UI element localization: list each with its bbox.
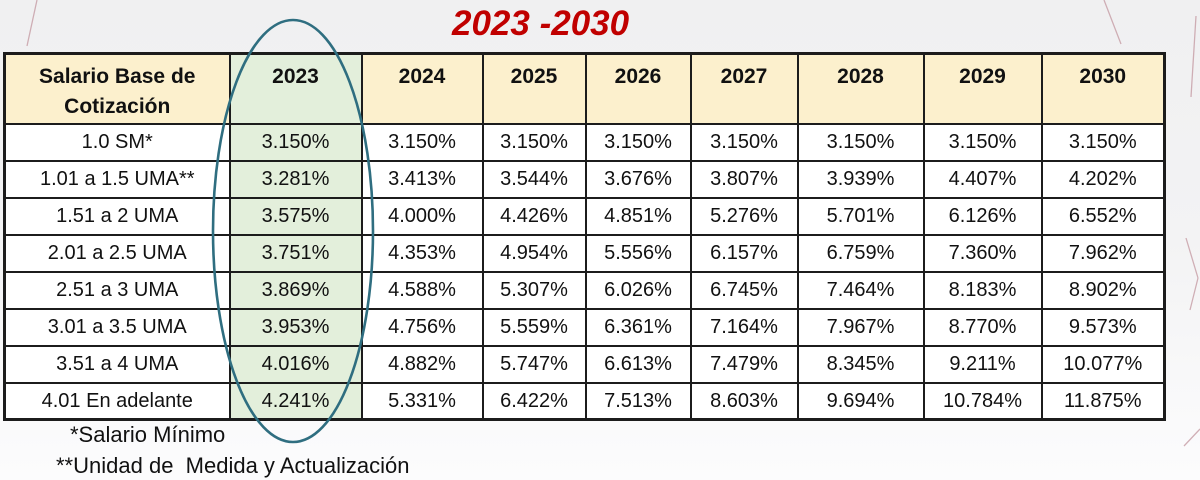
cell-value-2027: 8.603% <box>689 381 799 421</box>
cell-value-2024: 4.882% <box>360 344 484 384</box>
cell-value-2029: 7.360% <box>922 233 1043 273</box>
header-year-2023: 2023 <box>228 52 363 125</box>
row-label: 2.51 a 3 UMA <box>3 270 231 310</box>
table-row: 4.01 En adelante 4.241% 5.331% 6.422% 7.513%… <box>3 381 1166 421</box>
row-label: 3.51 a 4 UMA <box>3 344 231 384</box>
table-row: 3.51 a 4 UMA 4.016% 4.882% 5.747% 6.613% 7.47… <box>3 344 1166 384</box>
cell-value-2024: 5.331% <box>360 381 484 421</box>
cell-value-2030: 7.962% <box>1040 233 1166 273</box>
row-label: 1.0 SM* <box>3 122 231 162</box>
table-container: Salario Base de Cotización 2023 2024 2025 20… <box>3 52 1166 422</box>
cell-value-2030: 10.077% <box>1040 344 1166 384</box>
cell-value-2026: 5.556% <box>584 233 692 273</box>
cell-value-2028: 3.150% <box>796 122 925 162</box>
cell-value-2025: 4.426% <box>481 196 587 236</box>
header-year-2027: 2027 <box>689 52 799 125</box>
cell-value-2024: 3.150% <box>360 122 484 162</box>
cell-value-2023: 4.241% <box>228 381 363 421</box>
table-row: 2.51 a 3 UMA 3.869% 4.588% 5.307% 6.026% 6.74… <box>3 270 1166 310</box>
table-row: 2.01 a 2.5 UMA 3.751% 4.353% 4.954% 5.556% 6.… <box>3 233 1166 273</box>
cell-value-2026: 6.613% <box>584 344 692 384</box>
table-row: 3.01 a 3.5 UMA 3.953% 4.756% 5.559% 6.361% 7.… <box>3 307 1166 347</box>
row-label: 3.01 a 3.5 UMA <box>3 307 231 347</box>
header-year-2024: 2024 <box>360 52 484 125</box>
table-row: 1.51 a 2 UMA 3.575% 4.000% 4.426% 4.851% 5.27… <box>3 196 1166 236</box>
header-salario-base: Salario Base de Cotización <box>3 52 231 125</box>
cell-value-2029: 4.407% <box>922 159 1043 199</box>
table-header-row: Salario Base de Cotización 2023 2024 2025 20… <box>3 52 1166 125</box>
cell-value-2024: 4.000% <box>360 196 484 236</box>
cell-value-2025: 5.559% <box>481 307 587 347</box>
cell-value-2030: 11.875% <box>1040 381 1166 421</box>
header-year-2025: 2025 <box>481 52 587 125</box>
cell-value-2025: 5.747% <box>481 344 587 384</box>
page-title: 2023 -2030 <box>452 4 630 43</box>
cell-value-2026: 6.026% <box>584 270 692 310</box>
row-label: 1.51 a 2 UMA <box>3 196 231 236</box>
cell-value-2028: 5.701% <box>796 196 925 236</box>
cell-value-2029: 8.770% <box>922 307 1043 347</box>
cell-value-2030: 4.202% <box>1040 159 1166 199</box>
cell-value-2027: 6.745% <box>689 270 799 310</box>
cell-value-2030: 8.902% <box>1040 270 1166 310</box>
cell-value-2026: 6.361% <box>584 307 692 347</box>
row-label: 4.01 En adelante <box>3 381 231 421</box>
cell-value-2023: 4.016% <box>228 344 363 384</box>
cell-value-2028: 6.759% <box>796 233 925 273</box>
cell-value-2025: 6.422% <box>481 381 587 421</box>
cell-value-2028: 9.694% <box>796 381 925 421</box>
header-year-2026: 2026 <box>584 52 692 125</box>
cell-value-2025: 5.307% <box>481 270 587 310</box>
footnote-salario-minimo: *Salario Mínimo <box>70 422 226 447</box>
cell-value-2027: 5.276% <box>689 196 799 236</box>
cell-value-2025: 3.150% <box>481 122 587 162</box>
cell-value-2027: 7.164% <box>689 307 799 347</box>
table-row: 1.01 a 1.5 UMA** 3.281% 3.413% 3.544% 3.676%… <box>3 159 1166 199</box>
cell-value-2029: 10.784% <box>922 381 1043 421</box>
cell-value-2024: 4.353% <box>360 233 484 273</box>
header-year-2029: 2029 <box>922 52 1043 125</box>
cotizacion-table: Salario Base de Cotización 2023 2024 2025 20… <box>3 52 1166 422</box>
cell-value-2025: 4.954% <box>481 233 587 273</box>
cell-value-2026: 3.150% <box>584 122 692 162</box>
cell-value-2027: 6.157% <box>689 233 799 273</box>
cell-value-2023: 3.869% <box>228 270 363 310</box>
header-year-2030: 2030 <box>1040 52 1166 125</box>
cell-value-2029: 8.183% <box>922 270 1043 310</box>
row-label: 1.01 a 1.5 UMA** <box>3 159 231 199</box>
cell-value-2030: 3.150% <box>1040 122 1166 162</box>
cell-value-2027: 7.479% <box>689 344 799 384</box>
cell-value-2030: 6.552% <box>1040 196 1166 236</box>
cell-value-2028: 8.345% <box>796 344 925 384</box>
cell-value-2023: 3.575% <box>228 196 363 236</box>
header-year-2028: 2028 <box>796 52 925 125</box>
cell-value-2025: 3.544% <box>481 159 587 199</box>
footnote-uma: **Unidad de Medida y Actualización <box>56 453 410 478</box>
table-body: 1.0 SM* 3.150% 3.150% 3.150% 3.150% 3.150% 3.1… <box>3 122 1166 421</box>
cell-value-2030: 9.573% <box>1040 307 1166 347</box>
cell-value-2023: 3.150% <box>228 122 363 162</box>
cell-value-2023: 3.281% <box>228 159 363 199</box>
cell-value-2029: 6.126% <box>922 196 1043 236</box>
cell-value-2027: 3.807% <box>689 159 799 199</box>
cell-value-2023: 3.751% <box>228 233 363 273</box>
cell-value-2023: 3.953% <box>228 307 363 347</box>
cell-value-2028: 3.939% <box>796 159 925 199</box>
cell-value-2024: 4.588% <box>360 270 484 310</box>
cell-value-2028: 7.464% <box>796 270 925 310</box>
cell-value-2026: 7.513% <box>584 381 692 421</box>
cell-value-2028: 7.967% <box>796 307 925 347</box>
table-row: 1.0 SM* 3.150% 3.150% 3.150% 3.150% 3.150% 3.1… <box>3 122 1166 162</box>
cell-value-2029: 3.150% <box>922 122 1043 162</box>
cell-value-2026: 4.851% <box>584 196 692 236</box>
cell-value-2029: 9.211% <box>922 344 1043 384</box>
cell-value-2024: 4.756% <box>360 307 484 347</box>
cell-value-2026: 3.676% <box>584 159 692 199</box>
footnotes: *Salario Mínimo **Unidad de Medida y Act… <box>0 420 409 480</box>
row-label: 2.01 a 2.5 UMA <box>3 233 231 273</box>
cell-value-2027: 3.150% <box>689 122 799 162</box>
cell-value-2024: 3.413% <box>360 159 484 199</box>
